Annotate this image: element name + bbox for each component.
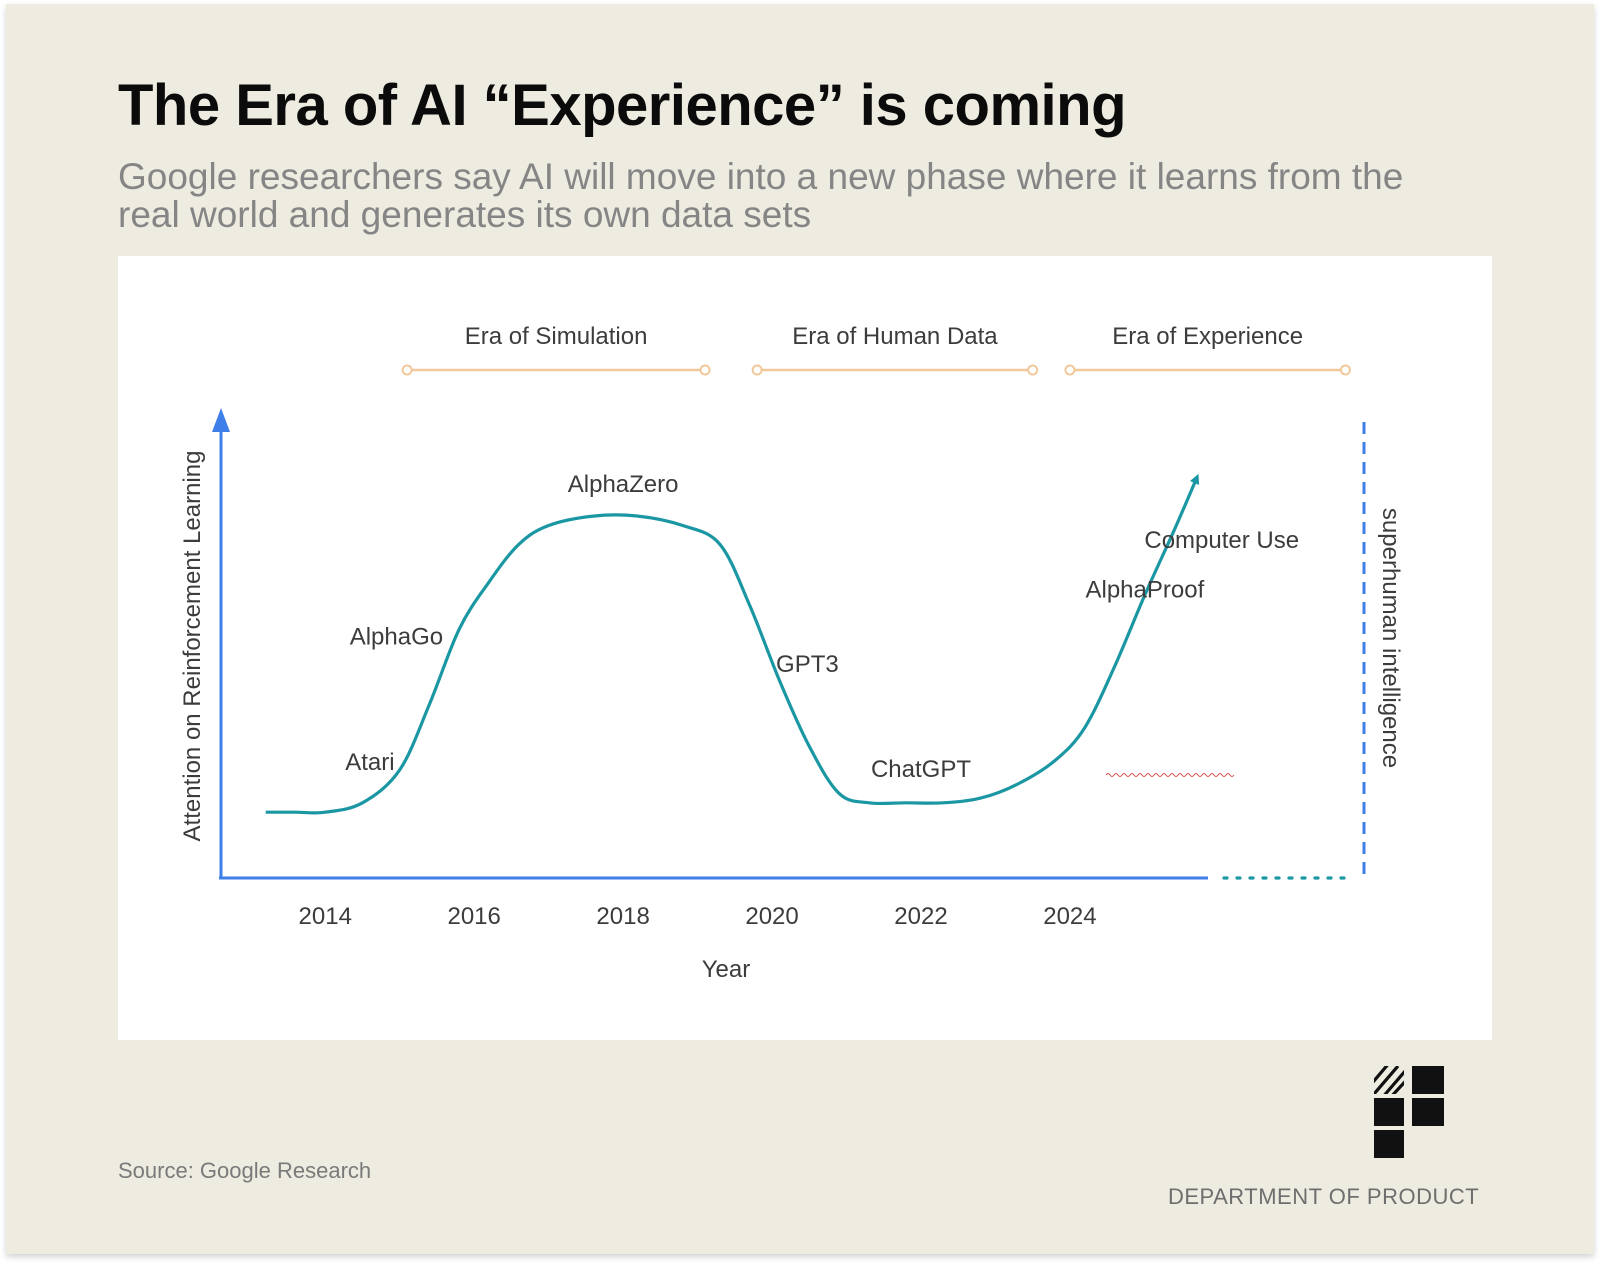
brand-name: DEPARTMENT OF PRODUCT: [1168, 1184, 1480, 1209]
era-start-dot: [751, 364, 763, 376]
x-axis-title: Year: [702, 956, 751, 983]
era-label: Era of Simulation: [465, 323, 648, 350]
rl-attention-curve: [265, 473, 1200, 815]
milestone-label: AlphaZero: [568, 471, 679, 498]
milestone-labels: Atari AlphaGo AlphaZero GPT3 ChatGPT AlphaPro…: [345, 471, 1299, 783]
spellcheck-underline: [1105, 773, 1235, 777]
page-subtitle: Google researchers say AI will move into…: [118, 156, 1404, 235]
era-bracket: Era of Human Data: [751, 323, 1039, 376]
source-note: Source: Google Research: [118, 1158, 372, 1183]
axes: [212, 408, 1366, 882]
milestone-label: GPT3: [776, 651, 839, 678]
era-bracket: Era of Simulation: [401, 323, 711, 376]
x-tick-label: 2016: [447, 903, 500, 930]
era-label: Era of Human Data: [792, 323, 998, 350]
milestone-label: Computer Use: [1144, 527, 1299, 554]
infographic-card: The Era of AI “Experience” is coming Goo…: [6, 4, 1594, 1254]
milestone-label: AlphaGo: [350, 624, 443, 651]
page-title: The Era of AI “Experience” is coming: [118, 73, 1127, 138]
era-bracket: Era of Experience: [1064, 323, 1351, 376]
x-tick-labels: 2014 2016 2018 2020 2022 2024: [299, 903, 1097, 930]
milestone-label: Atari: [345, 749, 394, 776]
x-tick-label: 2022: [894, 903, 947, 930]
x-tick-label: 2020: [745, 903, 798, 930]
x-tick-label: 2018: [596, 903, 649, 930]
y-axis-title: Attention on Reinforcement Learning: [179, 451, 206, 842]
superhuman-intelligence-label: superhuman intelligence: [1377, 508, 1404, 768]
milestone-label: AlphaProof: [1085, 576, 1204, 603]
chart-panel: Era of Simulation Era of Human Data Era of…: [118, 256, 1492, 1040]
y-axis-arrow-icon: [212, 408, 230, 432]
milestone-label: ChatGPT: [871, 756, 971, 783]
department-of-product-logo: [1374, 1066, 1444, 1158]
era-start-dot: [1064, 364, 1076, 376]
era-brackets: Era of Simulation Era of Human Data Era of…: [401, 323, 1351, 376]
era-label: Era of Experience: [1112, 323, 1303, 350]
x-tick-label: 2024: [1043, 903, 1096, 930]
rl-attention-chart: Era of Simulation Era of Human Data Era of…: [179, 323, 1404, 983]
era-end-dot: [699, 364, 711, 376]
era-end-dot: [1339, 364, 1351, 376]
era-start-dot: [401, 364, 413, 376]
era-end-dot: [1027, 364, 1039, 376]
x-tick-label: 2014: [299, 903, 352, 930]
